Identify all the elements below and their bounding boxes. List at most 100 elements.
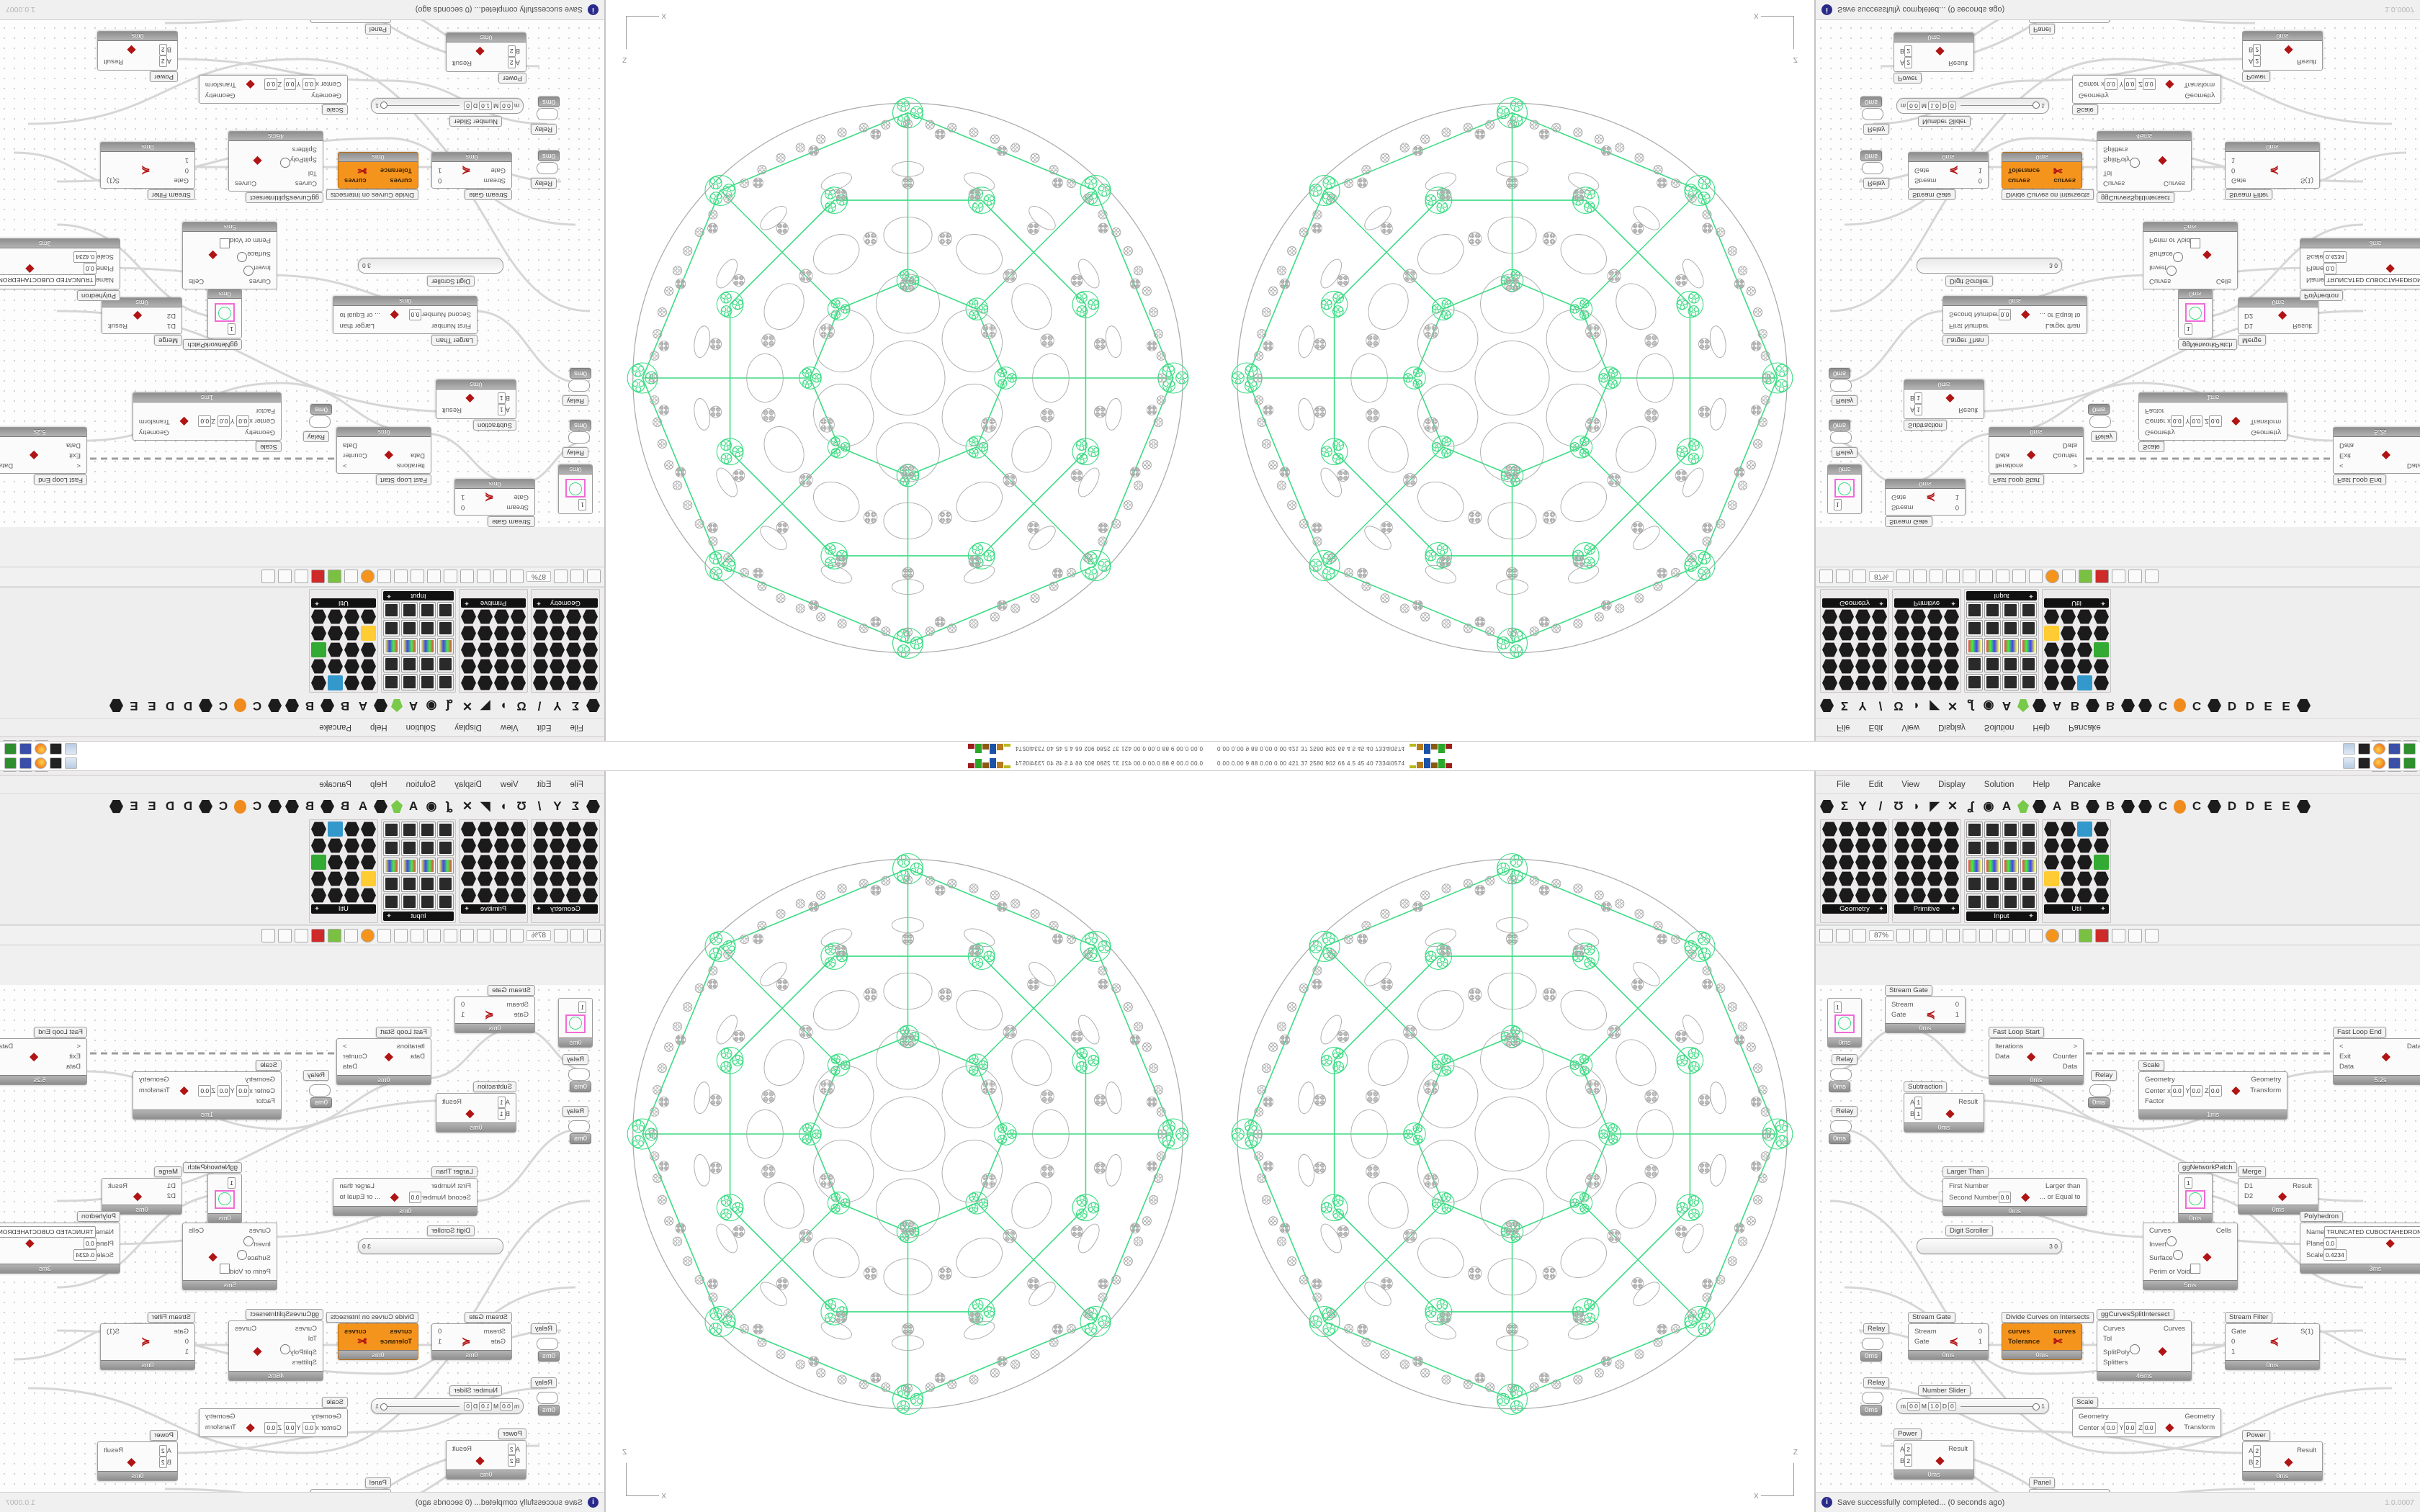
component-icon[interactable]: [437, 638, 454, 654]
component-icon[interactable]: [1894, 659, 1909, 674]
component-icon[interactable]: [1839, 609, 1854, 624]
component-icon[interactable]: [2094, 609, 2109, 624]
component-icon[interactable]: [566, 659, 581, 674]
relay-node[interactable]: [2089, 1084, 2111, 1097]
node-n-fastloopend[interactable]: < Data Exit ◆ Data 5.2s: [0, 427, 87, 474]
component-icon[interactable]: [361, 855, 376, 870]
menu-item-view[interactable]: View: [500, 723, 519, 732]
component-icon[interactable]: [1966, 894, 1983, 910]
component-icon[interactable]: [494, 871, 509, 886]
component-icon[interactable]: [361, 888, 376, 903]
palette-expand-icon[interactable]: ✦: [464, 905, 470, 913]
component-icon[interactable]: [1822, 626, 1837, 641]
node-center-y[interactable]: 0.0: [217, 415, 230, 427]
toolbar-button[interactable]: [1913, 928, 1927, 942]
toolbar-button[interactable]: [2128, 928, 2143, 942]
node-n-fastloopstart[interactable]: Iterations > Data ◆ Counter Data 0ms: [336, 427, 431, 474]
component-icon[interactable]: [550, 822, 565, 837]
node-n-streamgate-1[interactable]: Stream 0 Gate ≼ 1 0ms: [1885, 479, 1966, 516]
component-icon[interactable]: [401, 602, 418, 618]
node-input-value[interactable]: 1: [228, 323, 236, 335]
toolbar-button[interactable]: [377, 570, 391, 584]
relay-node[interactable]: [568, 431, 590, 444]
glyph-ʆ-icon[interactable]: ʆ: [446, 799, 453, 813]
menu-item-file[interactable]: File: [1837, 780, 1850, 789]
node-input-value[interactable]: 0.0: [408, 309, 422, 320]
glyph-C-icon[interactable]: C: [2192, 799, 2202, 813]
node-n-streamfilter[interactable]: Gate S(1) 0 ≼ 1 0ms: [2225, 142, 2320, 189]
component-icon[interactable]: [550, 642, 565, 657]
node-input-value[interactable]: 1: [497, 1097, 506, 1108]
component-icon[interactable]: [401, 876, 418, 892]
image-viewer-icon[interactable]: [2358, 757, 2370, 769]
node-n-streamfilter[interactable]: Gate S(1) 0 ≼ 1 0ms: [2225, 1323, 2320, 1370]
glyph-◉-icon[interactable]: ◉: [1983, 699, 1994, 713]
grid-icon[interactable]: [268, 699, 282, 713]
component-icon[interactable]: [383, 656, 400, 672]
glyph-◤-icon[interactable]: ◤: [1930, 699, 1940, 713]
component-icon[interactable]: [550, 675, 565, 690]
grid2-icon[interactable]: [109, 800, 123, 814]
digit-scroller[interactable]: 3 0: [1917, 1238, 2062, 1254]
glyph-/-icon[interactable]: /: [537, 699, 542, 713]
menu-item-help[interactable]: Help: [2033, 723, 2051, 732]
node-plane-ox[interactable]: 0.0: [83, 263, 97, 274]
glyph-D-icon[interactable]: D: [183, 799, 193, 813]
component-icon[interactable]: [2061, 871, 2076, 886]
component-icon[interactable]: [550, 871, 565, 886]
component-icon[interactable]: [2061, 626, 2076, 641]
component-icon[interactable]: [1927, 822, 1942, 837]
glyph-B-icon[interactable]: B: [2105, 699, 2115, 713]
relay-node[interactable]: [568, 1068, 590, 1081]
glyph-◤-icon[interactable]: ◤: [480, 799, 490, 813]
slider-track[interactable]: [382, 1405, 460, 1407]
component-icon[interactable]: [2002, 822, 2019, 838]
toolbar-button[interactable]: [294, 928, 308, 942]
glyph-A-icon[interactable]: A: [408, 699, 418, 713]
component-icon[interactable]: [401, 858, 418, 874]
node-input-value[interactable]: 2: [507, 57, 516, 68]
glyph-D-icon[interactable]: D: [165, 799, 175, 813]
node-input-value[interactable]: 2: [158, 1445, 167, 1457]
node-center-x[interactable]: 0.0: [2170, 415, 2184, 427]
component-icon[interactable]: [478, 609, 493, 624]
cloud-icon[interactable]: [374, 699, 387, 713]
node-input-value[interactable]: 0.0: [1998, 309, 2012, 320]
save-icon[interactable]: [19, 743, 32, 755]
component-icon[interactable]: [494, 888, 509, 903]
node-center-x[interactable]: 0.0: [302, 1422, 316, 1434]
toolbar-button[interactable]: [2112, 570, 2126, 584]
menu-item-file[interactable]: File: [570, 723, 583, 732]
node-input-value[interactable]: 2: [2253, 1457, 2262, 1468]
glyph-✕-icon[interactable]: ✕: [1947, 799, 1958, 813]
glyph-A-icon[interactable]: A: [408, 799, 418, 813]
toolbar-button[interactable]: [1996, 570, 2010, 584]
node-n-ggnetworkpatch[interactable]: 1 0ms: [2178, 1174, 2213, 1223]
palette-expand-icon[interactable]: ✦: [1878, 905, 1884, 913]
open-file-icon[interactable]: [570, 570, 584, 584]
node-n-circle-1[interactable]: 1 0ms: [1827, 998, 1862, 1048]
node-input-value[interactable]: 1: [2184, 1177, 2192, 1189]
component-icon[interactable]: [419, 822, 436, 838]
component-icon[interactable]: [494, 822, 509, 837]
component-icon[interactable]: [566, 871, 581, 886]
node-center-y[interactable]: 0.0: [2123, 78, 2137, 90]
component-icon[interactable]: [566, 675, 581, 690]
node-canvas[interactable]: Relay 0ms Relay 0ms 1 0ms Stream Gate Stream 0 Ga…: [1816, 985, 2420, 1492]
palette-expand-icon[interactable]: ✦: [386, 592, 392, 600]
component-icon[interactable]: [1944, 855, 1959, 870]
menu-item-view[interactable]: View: [1901, 780, 1920, 789]
palette-expand-icon[interactable]: ✦: [2100, 599, 2106, 607]
palette-expand-icon[interactable]: ✦: [386, 912, 392, 920]
glyph-C-icon[interactable]: C: [2158, 799, 2168, 813]
glyph-A-icon[interactable]: A: [358, 799, 368, 813]
component-icon[interactable]: [533, 675, 548, 690]
hexagon-icon[interactable]: [586, 800, 600, 814]
menu-item-display[interactable]: Display: [1938, 780, 1966, 789]
glyph-Y-icon[interactable]: Y: [553, 699, 562, 713]
node-input-value[interactable]: 2: [1904, 1455, 1913, 1467]
